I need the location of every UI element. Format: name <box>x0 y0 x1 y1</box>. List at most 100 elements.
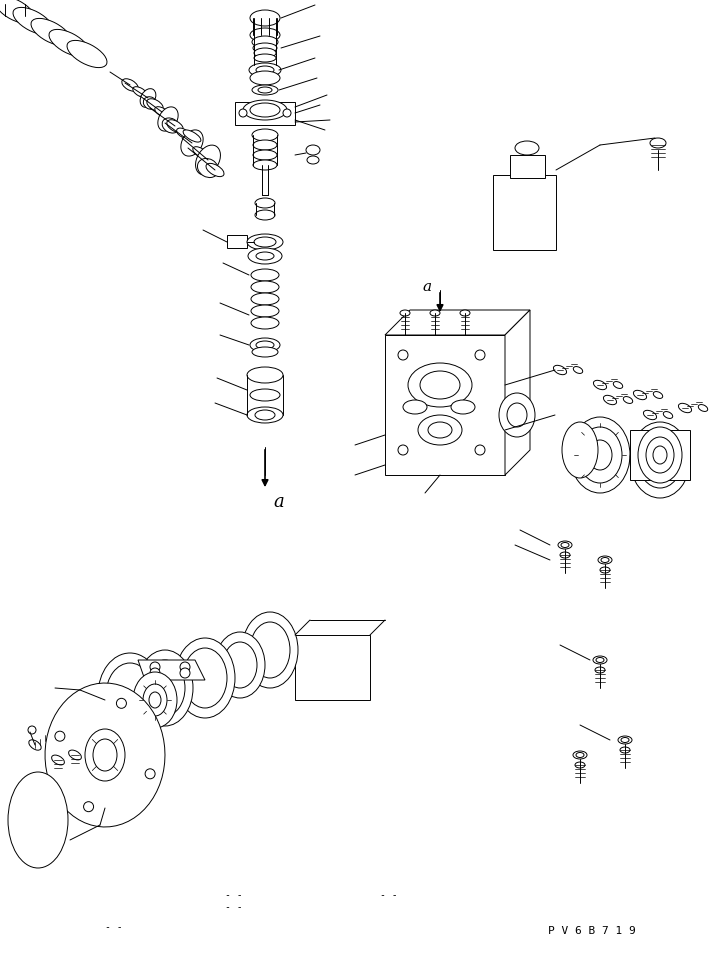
Ellipse shape <box>678 403 691 413</box>
Ellipse shape <box>252 347 278 357</box>
Ellipse shape <box>183 130 201 142</box>
Ellipse shape <box>254 54 276 62</box>
Circle shape <box>398 445 408 455</box>
Ellipse shape <box>206 164 224 176</box>
Ellipse shape <box>558 541 572 549</box>
Circle shape <box>150 662 160 672</box>
Ellipse shape <box>699 404 707 411</box>
Ellipse shape <box>400 310 410 316</box>
Ellipse shape <box>560 552 570 558</box>
Ellipse shape <box>573 751 587 759</box>
Ellipse shape <box>183 648 227 708</box>
Ellipse shape <box>254 237 276 247</box>
Ellipse shape <box>250 71 280 85</box>
Ellipse shape <box>250 10 280 26</box>
Ellipse shape <box>250 103 280 117</box>
Ellipse shape <box>254 48 276 58</box>
Text: - -: - - <box>225 890 243 900</box>
Ellipse shape <box>451 400 475 414</box>
Ellipse shape <box>133 87 147 98</box>
Circle shape <box>180 662 190 672</box>
Ellipse shape <box>306 145 320 155</box>
Ellipse shape <box>247 367 283 383</box>
Ellipse shape <box>256 341 274 349</box>
Ellipse shape <box>29 740 41 750</box>
Ellipse shape <box>638 432 682 488</box>
Circle shape <box>116 698 126 708</box>
Ellipse shape <box>196 145 220 175</box>
Ellipse shape <box>251 293 279 305</box>
Ellipse shape <box>307 156 319 164</box>
Ellipse shape <box>428 422 452 438</box>
Text: - -: - - <box>225 902 243 912</box>
Ellipse shape <box>621 738 629 742</box>
Ellipse shape <box>408 363 472 407</box>
Circle shape <box>145 769 155 779</box>
Ellipse shape <box>255 198 275 208</box>
Ellipse shape <box>253 43 277 53</box>
Ellipse shape <box>650 138 666 148</box>
Circle shape <box>84 802 94 811</box>
Ellipse shape <box>85 729 125 781</box>
Ellipse shape <box>654 392 663 399</box>
Ellipse shape <box>598 556 612 564</box>
Ellipse shape <box>52 755 65 764</box>
Ellipse shape <box>576 752 584 758</box>
Ellipse shape <box>553 365 566 375</box>
Ellipse shape <box>251 269 279 281</box>
Ellipse shape <box>140 89 156 107</box>
Ellipse shape <box>420 371 460 399</box>
Ellipse shape <box>133 672 177 728</box>
Ellipse shape <box>574 367 583 374</box>
Ellipse shape <box>601 558 609 562</box>
Ellipse shape <box>93 739 117 771</box>
Ellipse shape <box>242 612 298 688</box>
Ellipse shape <box>249 63 281 77</box>
Polygon shape <box>630 430 690 480</box>
Ellipse shape <box>147 99 163 111</box>
Ellipse shape <box>623 397 632 403</box>
Ellipse shape <box>653 446 667 464</box>
Polygon shape <box>45 683 165 827</box>
Ellipse shape <box>250 28 280 42</box>
Ellipse shape <box>251 305 279 317</box>
Polygon shape <box>138 660 205 680</box>
Ellipse shape <box>137 650 193 726</box>
Ellipse shape <box>252 36 278 48</box>
Ellipse shape <box>198 158 219 177</box>
Ellipse shape <box>630 422 690 498</box>
Ellipse shape <box>251 281 279 293</box>
Ellipse shape <box>648 445 672 475</box>
Ellipse shape <box>255 410 275 420</box>
Ellipse shape <box>251 317 279 329</box>
Ellipse shape <box>158 107 178 131</box>
Ellipse shape <box>255 210 275 220</box>
Ellipse shape <box>614 381 623 388</box>
Ellipse shape <box>603 396 616 404</box>
Ellipse shape <box>162 118 180 133</box>
Circle shape <box>150 668 160 678</box>
Ellipse shape <box>253 160 277 170</box>
Ellipse shape <box>570 417 630 493</box>
Ellipse shape <box>166 120 183 132</box>
Polygon shape <box>505 310 530 475</box>
Ellipse shape <box>223 642 257 688</box>
Text: a: a <box>422 280 431 294</box>
Ellipse shape <box>106 663 154 727</box>
Text: - -: - - <box>380 890 398 900</box>
Ellipse shape <box>258 87 272 93</box>
Ellipse shape <box>499 393 535 437</box>
Ellipse shape <box>0 0 35 24</box>
Ellipse shape <box>633 390 646 399</box>
Ellipse shape <box>663 412 672 419</box>
Ellipse shape <box>122 79 138 91</box>
Ellipse shape <box>49 30 89 57</box>
Ellipse shape <box>593 380 606 390</box>
Polygon shape <box>510 155 545 178</box>
Text: a: a <box>273 493 284 511</box>
Ellipse shape <box>248 248 282 264</box>
Ellipse shape <box>256 252 274 260</box>
Ellipse shape <box>143 684 167 716</box>
Polygon shape <box>295 635 370 700</box>
Ellipse shape <box>600 567 610 573</box>
